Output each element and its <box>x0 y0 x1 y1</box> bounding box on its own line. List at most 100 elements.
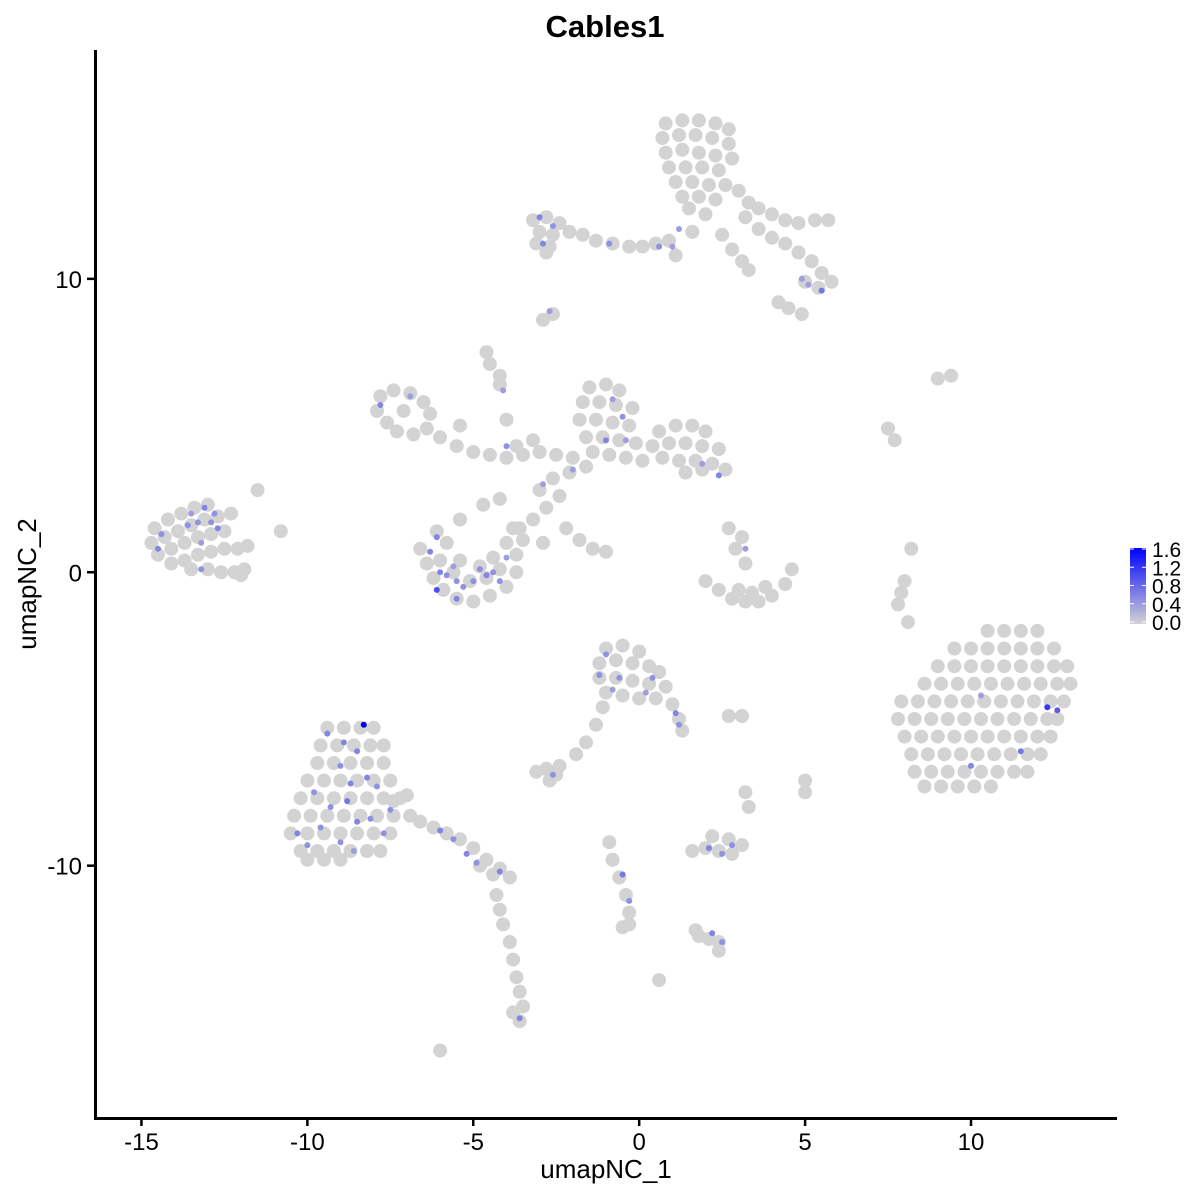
cell-point <box>997 659 1012 674</box>
cell-point <box>691 145 706 160</box>
cell-point <box>499 535 514 550</box>
cell-point <box>930 729 945 744</box>
cell-point <box>605 852 620 867</box>
cell-point <box>622 905 637 920</box>
cell-point <box>492 562 507 577</box>
cell-point <box>161 512 175 527</box>
cell-point <box>333 826 348 841</box>
cell-point <box>778 577 793 591</box>
cell-point <box>615 638 630 653</box>
expressing-cell-point <box>470 578 477 585</box>
cell-point <box>930 371 945 386</box>
cell-point <box>326 756 341 770</box>
cell-point <box>1013 641 1028 656</box>
cell-point <box>950 779 965 794</box>
expressing-cell-point <box>699 460 706 467</box>
expressing-cell-point <box>626 897 633 904</box>
cell-point <box>1013 659 1028 674</box>
cell-point <box>436 582 451 597</box>
cell-point <box>950 676 965 691</box>
y-tick-label: -10 <box>47 854 82 881</box>
cell-point <box>944 694 959 709</box>
cell-point <box>711 582 726 597</box>
cell-point <box>1063 676 1078 691</box>
cell-point <box>711 163 726 178</box>
cell-point <box>426 820 441 835</box>
expressing-cell-point <box>208 519 215 526</box>
cell-point <box>466 841 481 856</box>
cell-point <box>406 427 421 442</box>
cell-point <box>668 248 683 263</box>
expressing-cell-point <box>337 762 344 769</box>
cell-point <box>317 852 331 867</box>
x-axis-label: umapNC_1 <box>540 1154 672 1184</box>
cell-point <box>1013 623 1028 638</box>
expressing-cell-point <box>603 651 609 658</box>
cell-point <box>901 615 915 630</box>
cell-point <box>509 565 524 580</box>
cell-point <box>711 943 726 958</box>
cell-point <box>293 791 308 806</box>
expressing-cell-point <box>214 525 221 532</box>
cell-point <box>725 151 740 166</box>
cell-point <box>907 764 922 779</box>
expressing-cell-point <box>463 850 470 857</box>
cell-point <box>217 524 232 539</box>
cell-point <box>592 395 607 410</box>
expressing-cell-point <box>672 710 679 717</box>
cell-point <box>1060 659 1075 674</box>
cell-point <box>330 738 345 753</box>
expressing-cell-point <box>354 748 361 755</box>
cell-point <box>317 773 331 788</box>
cell-point <box>675 142 690 157</box>
cell-point <box>164 556 179 571</box>
cell-point <box>224 506 238 521</box>
expressing-cell-point <box>460 583 467 590</box>
expressing-cell-point <box>742 545 749 552</box>
cell-point <box>536 312 550 327</box>
cell-point <box>336 720 351 735</box>
colorbar-label: 0.8 <box>1152 576 1181 599</box>
cell-point <box>688 128 703 143</box>
expressing-cell-point <box>569 466 576 473</box>
cell-point <box>413 541 428 556</box>
cell-point <box>1033 676 1048 691</box>
expressing-cell-point <box>453 595 460 602</box>
expressing-cell-point <box>367 815 374 822</box>
cell-point <box>476 497 491 512</box>
cell-point <box>791 245 806 260</box>
cell-point <box>1033 747 1048 762</box>
cell-point <box>662 160 676 175</box>
cell-point <box>433 553 448 568</box>
expressing-cell-point <box>503 443 510 450</box>
cell-point <box>758 579 773 594</box>
expressing-cell-point <box>496 868 503 875</box>
expressing-cell-point <box>1044 704 1051 711</box>
cell-point <box>599 544 613 559</box>
expressing-cell-point <box>546 308 553 315</box>
cell-point <box>363 738 378 753</box>
cell-point <box>1047 641 1061 656</box>
cell-point <box>751 222 766 236</box>
cell-point <box>672 128 686 143</box>
cell-point <box>366 720 381 735</box>
cell-point <box>532 445 547 459</box>
x-tick-label: -10 <box>290 1129 325 1156</box>
cell-point <box>1007 764 1022 779</box>
expressing-cell-point <box>968 762 974 769</box>
cell-point <box>585 541 600 556</box>
cell-point <box>612 383 627 398</box>
cell-point <box>735 709 749 723</box>
cell-point <box>1030 623 1045 638</box>
cell-point <box>804 254 819 269</box>
y-tick-label: 0 <box>69 560 82 587</box>
cell-point <box>482 356 497 371</box>
cell-point <box>144 535 159 550</box>
expressing-cell-point <box>656 243 663 250</box>
cell-point <box>615 688 630 703</box>
cell-point <box>718 178 733 192</box>
cell-point <box>592 656 607 671</box>
cell-point <box>741 263 756 278</box>
expressing-cell-point <box>317 824 324 831</box>
